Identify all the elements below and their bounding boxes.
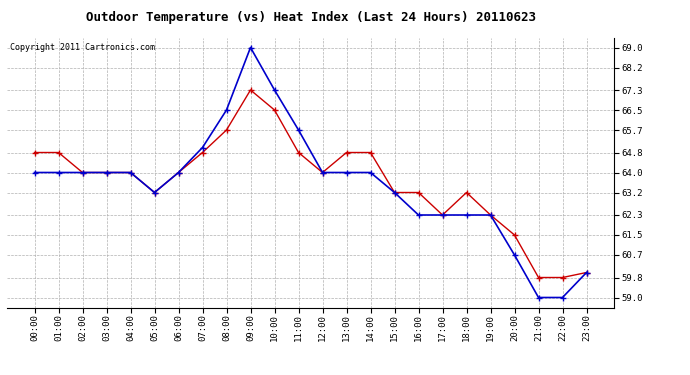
Text: Copyright 2011 Cartronics.com: Copyright 2011 Cartronics.com	[10, 43, 155, 52]
Text: Outdoor Temperature (vs) Heat Index (Last 24 Hours) 20110623: Outdoor Temperature (vs) Heat Index (Las…	[86, 11, 535, 24]
